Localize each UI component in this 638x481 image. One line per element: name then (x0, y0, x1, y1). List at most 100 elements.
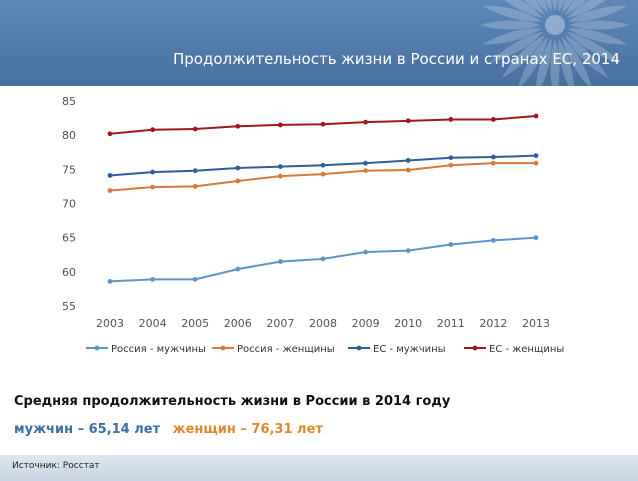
data-point (192, 184, 198, 189)
sunburst-icon (480, 0, 630, 86)
data-point (192, 276, 198, 282)
data-point (235, 165, 241, 171)
data-point (405, 167, 411, 173)
data-point (320, 171, 326, 177)
y-tick-label: 75 (62, 163, 76, 176)
sunburst-ray (480, 20, 541, 30)
y-tick-label: 70 (62, 198, 76, 211)
footer-bar: Источник: Росстат (0, 455, 638, 481)
data-point (533, 153, 539, 159)
legend-label: ЕС - мужчины (373, 344, 446, 355)
life-expectancy-chart: 55 60 65 70 75 80 85 2003 2004 2005 2006 2007 2008 20… (0, 86, 638, 370)
data-point (107, 131, 113, 137)
x-tick-label: 2010 (394, 317, 422, 330)
data-point (278, 173, 283, 179)
data-point (150, 276, 156, 282)
x-tick-label: 2004 (139, 317, 167, 330)
sunburst-ray (490, 0, 543, 18)
data-point (192, 126, 198, 132)
data-point (533, 160, 539, 166)
sunburst-ray (564, 0, 609, 16)
data-point (107, 279, 113, 284)
legend-label: Россия - женщины (237, 344, 335, 355)
sunburst-ray (569, 20, 630, 30)
data-point (533, 235, 539, 241)
data-point (107, 173, 113, 178)
data-point (320, 162, 326, 168)
legend-marker (472, 345, 478, 351)
sunburst-ray (558, 38, 575, 86)
data-point (150, 169, 156, 175)
data-point (363, 119, 368, 125)
y-tick-label: 65 (62, 232, 76, 245)
legend-label: Россия - мужчины (111, 344, 206, 355)
data-point (278, 259, 283, 264)
sunburst-ray (482, 28, 542, 45)
data-point (235, 266, 241, 272)
sunburst-ray (562, 37, 593, 86)
legend-label: ЕС - женщины (489, 344, 564, 355)
x-tick-label: 2012 (479, 317, 507, 330)
chart-svg: 55 60 65 70 75 80 85 2003 2004 2005 2006 2007 2008 20… (62, 95, 564, 355)
summary-heading: Средняя продолжительность жизни в России… (14, 394, 451, 409)
legend-marker (220, 345, 226, 351)
x-tick-label: 2006 (224, 317, 252, 330)
sunburst-ray (501, 0, 546, 16)
sunburst-ray (501, 34, 546, 79)
sunburst-ray (482, 5, 542, 22)
source-note: Источник: Росстат (12, 461, 100, 471)
sunburst-ray (567, 32, 620, 63)
summary-men: мужчин – 65,14 лет (14, 422, 161, 437)
data-point (192, 168, 198, 174)
y-tick-label: 60 (62, 266, 76, 279)
data-point (150, 127, 156, 133)
data-point (405, 248, 411, 254)
y-tick-label: 85 (62, 95, 76, 108)
x-tick-label: 2003 (96, 317, 124, 330)
data-point (278, 122, 283, 128)
data-point (491, 160, 496, 166)
data-point (363, 249, 368, 255)
sunburst-ray (550, 39, 560, 86)
header-banner: Продолжительность жизни в России и стран… (0, 0, 638, 86)
legend-marker (356, 345, 362, 351)
data-point (363, 168, 368, 174)
sunburst-ray (490, 32, 543, 63)
data-point (363, 160, 368, 166)
data-point (235, 178, 241, 184)
data-point (405, 158, 411, 163)
sunburst-ray (567, 0, 620, 18)
data-point (491, 238, 496, 243)
sunburst-ray (535, 38, 552, 86)
summary-values: мужчин – 65,14 лет женщин – 76,31 лет (14, 422, 323, 437)
data-point (448, 155, 454, 161)
x-tick-label: 2008 (309, 317, 337, 330)
data-point (448, 162, 454, 168)
data-point (278, 164, 283, 169)
data-point (491, 154, 496, 160)
data-point (448, 242, 454, 247)
x-tick-label: 2013 (522, 317, 550, 330)
page-title: Продолжительность жизни в России и стран… (172, 50, 620, 68)
data-point (320, 256, 326, 262)
sunburst-ray (564, 34, 609, 79)
data-point (320, 121, 326, 127)
sunburst-ray (568, 28, 628, 45)
data-point (533, 113, 539, 119)
data-point (107, 188, 113, 193)
legend-marker (94, 345, 100, 351)
y-tick-label: 55 (62, 300, 76, 313)
data-point (150, 184, 156, 190)
y-tick-label: 80 (62, 129, 76, 142)
summary-women: женщин – 76,31 лет (172, 422, 323, 437)
sunburst-ray (552, 0, 558, 11)
data-point (491, 117, 496, 122)
data-point (405, 118, 411, 124)
x-tick-label: 2011 (437, 317, 465, 330)
x-tick-label: 2009 (352, 317, 380, 330)
sunburst-ray (517, 37, 548, 86)
x-tick-label: 2005 (181, 317, 209, 330)
sunburst-ray (568, 5, 628, 22)
data-point (448, 117, 454, 122)
x-tick-label: 2007 (266, 317, 294, 330)
